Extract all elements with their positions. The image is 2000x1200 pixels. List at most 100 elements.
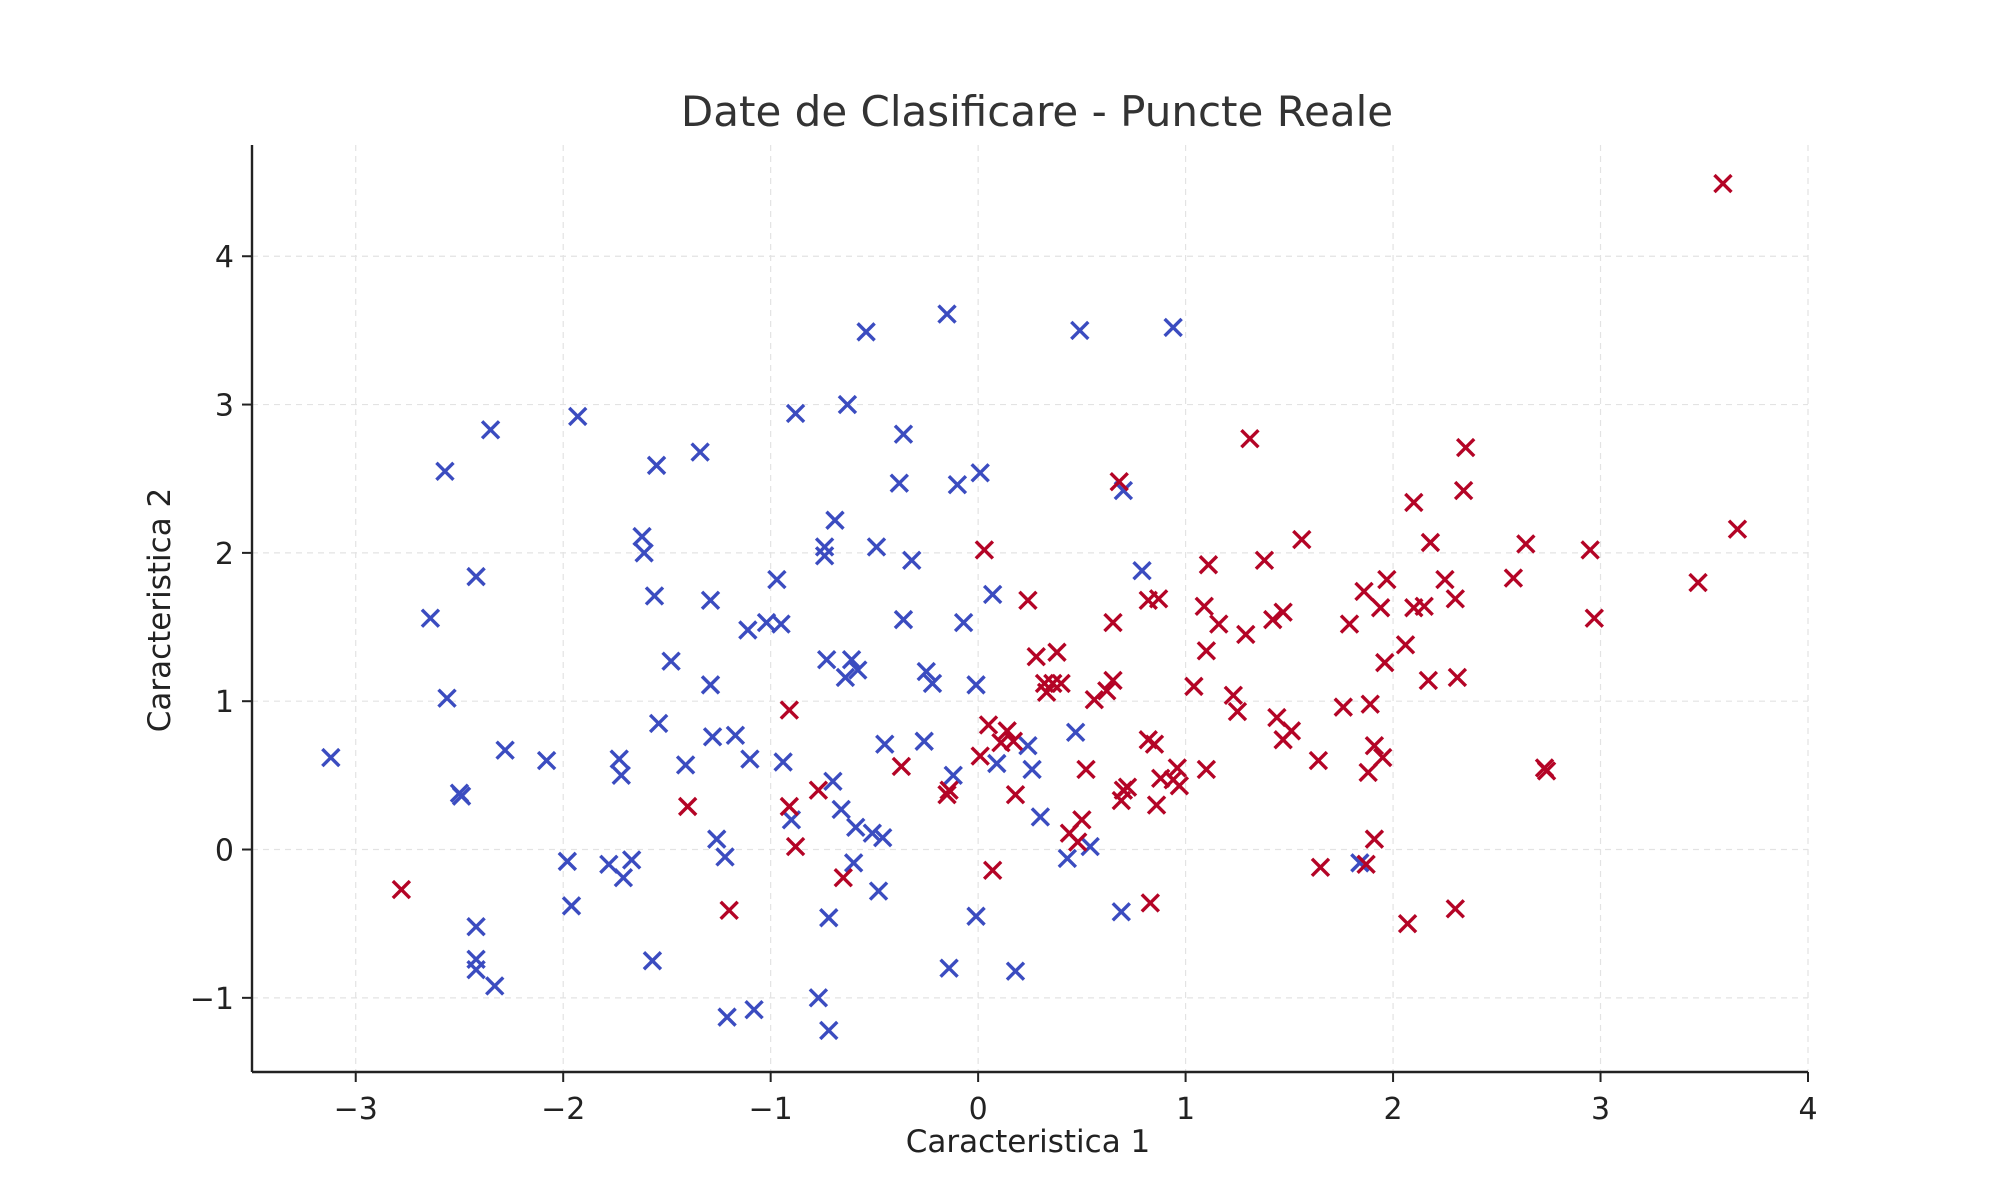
data-point-series-2 bbox=[1435, 569, 1455, 590]
data-point-series-1 bbox=[1132, 560, 1152, 581]
data-point-series-2 bbox=[1068, 832, 1088, 852]
x-tick-label: 4 bbox=[1798, 1092, 1817, 1127]
data-point-series-1 bbox=[825, 510, 845, 530]
data-points bbox=[321, 173, 1748, 1041]
data-point-series-1 bbox=[1018, 735, 1038, 756]
data-point-series-1 bbox=[987, 753, 1007, 774]
data-point-series-1 bbox=[914, 731, 934, 751]
data-point-series-2 bbox=[808, 780, 829, 800]
data-point-series-1 bbox=[893, 609, 914, 630]
data-point-series-1 bbox=[634, 543, 654, 563]
data-point-series-2 bbox=[1333, 697, 1353, 717]
data-point-series-2 bbox=[1236, 624, 1256, 645]
data-point-series-2 bbox=[1713, 173, 1733, 194]
data-point-series-1 bbox=[814, 537, 835, 557]
data-point-series-1 bbox=[902, 550, 922, 570]
data-point-series-2 bbox=[1292, 529, 1312, 550]
data-point-series-2 bbox=[982, 860, 1003, 880]
data-point-series-2 bbox=[1453, 480, 1474, 501]
data-point-series-2 bbox=[1196, 641, 1217, 661]
data-point-series-2 bbox=[1584, 608, 1605, 628]
data-point-series-1 bbox=[889, 473, 909, 493]
chart-title: Date de Clasificare - Puncte Reale bbox=[681, 87, 1393, 136]
data-point-series-2 bbox=[1103, 670, 1123, 691]
data-point-series-1 bbox=[707, 829, 727, 849]
data-point-series-1 bbox=[485, 976, 505, 996]
data-point-series-2 bbox=[391, 879, 412, 900]
x-tick-label: 2 bbox=[1384, 1092, 1403, 1127]
data-point-series-2 bbox=[1445, 899, 1466, 919]
data-point-series-1 bbox=[953, 612, 974, 633]
data-point-series-1 bbox=[970, 463, 990, 483]
axes bbox=[242, 145, 1809, 1082]
data-point-series-1 bbox=[872, 827, 893, 848]
x-tick-label: −3 bbox=[334, 1092, 378, 1127]
data-point-series-1 bbox=[1022, 759, 1042, 780]
data-point-series-1 bbox=[1080, 836, 1100, 857]
data-point-series-1 bbox=[690, 442, 710, 462]
data-point-series-1 bbox=[785, 403, 806, 424]
data-point-series-2 bbox=[1047, 642, 1067, 662]
data-point-series-2 bbox=[1308, 750, 1329, 771]
data-point-series-1 bbox=[1070, 320, 1090, 341]
data-point-series-2 bbox=[1209, 614, 1229, 634]
y-tick-label: 1 bbox=[215, 685, 234, 720]
y-tick-label: 3 bbox=[215, 389, 234, 424]
data-point-series-1 bbox=[835, 667, 856, 688]
x-tick-label: −2 bbox=[541, 1092, 585, 1127]
data-point-series-2 bbox=[1018, 590, 1038, 611]
data-point-series-1 bbox=[831, 799, 851, 820]
y-tick-label: 2 bbox=[215, 537, 234, 572]
data-point-series-2 bbox=[1397, 913, 1418, 934]
data-point-series-2 bbox=[1184, 676, 1204, 697]
data-point-series-2 bbox=[1516, 534, 1536, 554]
data-point-series-2 bbox=[1026, 647, 1046, 667]
data-point-series-2 bbox=[1580, 540, 1600, 560]
data-point-series-1 bbox=[943, 765, 963, 786]
data-point-series-1 bbox=[466, 916, 486, 937]
x-tick-label: −1 bbox=[749, 1092, 793, 1127]
data-point-series-1 bbox=[632, 526, 652, 547]
data-point-series-2 bbox=[1372, 747, 1393, 768]
data-point-series-1 bbox=[947, 474, 968, 495]
data-point-series-1 bbox=[700, 675, 721, 695]
data-point-series-1 bbox=[868, 881, 889, 901]
data-point-series-2 bbox=[1140, 893, 1161, 913]
data-point-series-2 bbox=[1254, 550, 1275, 570]
data-point-series-1 bbox=[744, 1000, 764, 1020]
data-point-series-1 bbox=[466, 959, 486, 980]
data-point-series-2 bbox=[1148, 589, 1169, 609]
data-point-series-2 bbox=[1263, 609, 1283, 630]
data-point-series-2 bbox=[1227, 701, 1248, 722]
data-point-series-1 bbox=[771, 614, 791, 634]
data-point-series-1 bbox=[561, 896, 582, 916]
data-point-series-2 bbox=[1146, 795, 1167, 815]
data-point-series-2 bbox=[1395, 635, 1416, 655]
data-point-series-2 bbox=[1503, 568, 1524, 588]
data-point-series-1 bbox=[725, 725, 746, 746]
y-tick-label: 0 bbox=[215, 834, 234, 869]
data-point-series-2 bbox=[1377, 569, 1397, 590]
data-point-series-1 bbox=[451, 786, 472, 806]
y-axis-label: Caracteristica 2 bbox=[142, 488, 178, 733]
data-point-series-2 bbox=[1447, 667, 1468, 688]
data-point-series-1 bbox=[937, 304, 957, 324]
data-point-series-2 bbox=[779, 796, 800, 817]
data-point-series-2 bbox=[1370, 598, 1391, 618]
data-point-series-2 bbox=[1167, 758, 1188, 778]
data-point-series-1 bbox=[321, 747, 341, 768]
data-point-series-2 bbox=[1445, 589, 1466, 609]
data-point-series-1 bbox=[1005, 961, 1026, 981]
data-point-series-1 bbox=[613, 867, 634, 888]
data-point-series-1 bbox=[435, 461, 455, 482]
data-point-series-2 bbox=[1364, 829, 1385, 849]
data-point-series-2 bbox=[1003, 731, 1024, 751]
data-point-series-2 bbox=[997, 721, 1017, 741]
data-point-series-2 bbox=[1043, 673, 1063, 694]
data-point-series-1 bbox=[1065, 722, 1086, 743]
data-point-series-1 bbox=[814, 546, 835, 566]
tick-labels: −3 −2 −1 0 1 2 3 4 −1 0 1 2 3 4 bbox=[190, 240, 1818, 1127]
data-point-series-1 bbox=[420, 608, 441, 628]
data-point-series-1 bbox=[700, 590, 721, 611]
x-tick-label: 3 bbox=[1591, 1092, 1610, 1127]
